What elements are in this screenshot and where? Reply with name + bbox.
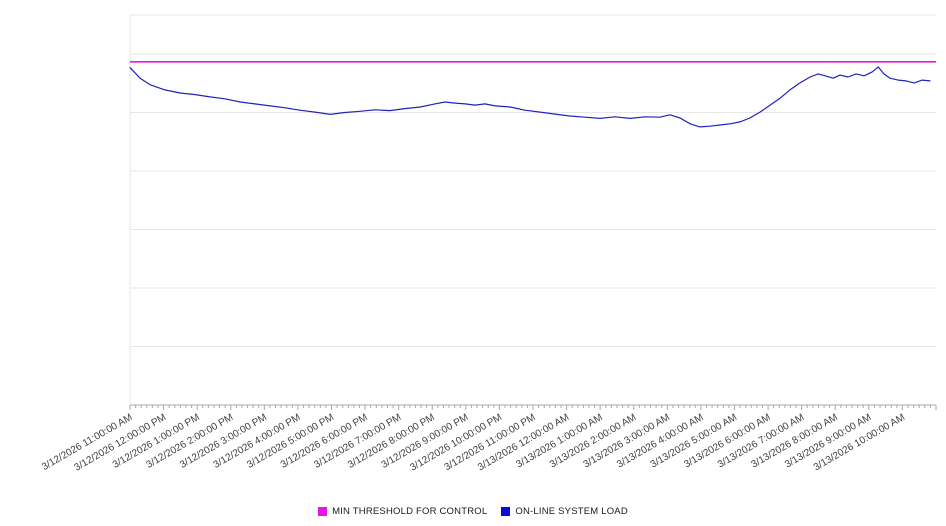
chart-legend: MIN THRESHOLD FOR CONTROL ON-LINE SYSTEM…: [0, 506, 946, 517]
legend-swatch-magenta: [318, 507, 328, 516]
system-load-line: [129, 66, 931, 128]
legend-label-min-threshold: MIN THRESHOLD FOR CONTROL: [332, 506, 488, 517]
legend-item-system-load[interactable]: ON-LINE SYSTEM LOAD: [501, 506, 628, 517]
line-chart: 3/12/2026 11:00:00 AM 3/12/2026 12:00:00 …: [40, 14, 937, 474]
legend-swatch-blue: [501, 507, 511, 516]
legend-label-system-load: ON-LINE SYSTEM LOAD: [515, 506, 628, 517]
legend-item-min-threshold[interactable]: MIN THRESHOLD FOR CONTROL: [318, 506, 487, 517]
chart-canvas: 3/12/2026 11:00:00 AM3/12/2026 12:00:00 …: [40, 14, 937, 474]
